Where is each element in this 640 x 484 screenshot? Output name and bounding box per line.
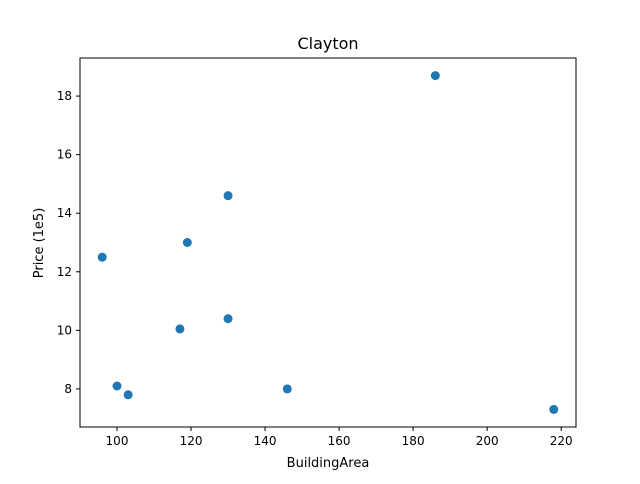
x-tick-label: 200 bbox=[476, 434, 499, 448]
data-point bbox=[112, 381, 122, 391]
y-axis-label: Price (1e5) bbox=[32, 208, 47, 279]
data-point bbox=[223, 191, 233, 201]
data-point bbox=[549, 404, 559, 414]
x-axis-label: BuildingArea bbox=[287, 456, 370, 471]
data-point bbox=[97, 252, 107, 262]
x-axis-ticks: 100 120 140 160 180 200 220 bbox=[106, 427, 573, 448]
data-point bbox=[123, 390, 133, 400]
y-tick-label: 14 bbox=[57, 206, 72, 220]
chart-title: Clayton bbox=[297, 34, 358, 53]
data-point bbox=[182, 238, 192, 247]
data-point bbox=[282, 384, 292, 394]
x-tick-label: 140 bbox=[254, 434, 277, 448]
x-tick-label: 160 bbox=[328, 434, 351, 448]
data-point bbox=[430, 71, 440, 81]
x-tick-label: 180 bbox=[402, 434, 425, 448]
y-tick-label: 8 bbox=[64, 382, 72, 396]
y-tick-label: 12 bbox=[57, 265, 72, 279]
y-tick-label: 10 bbox=[57, 323, 72, 337]
x-tick-label: 100 bbox=[106, 434, 129, 448]
plot-frame bbox=[79, 57, 577, 428]
x-tick-label: 220 bbox=[550, 434, 573, 448]
data-point bbox=[223, 314, 233, 324]
data-point bbox=[175, 324, 185, 334]
y-tick-label: 18 bbox=[57, 89, 72, 103]
x-tick-label: 120 bbox=[180, 434, 203, 448]
y-tick-label: 16 bbox=[57, 148, 72, 162]
data-points bbox=[97, 71, 559, 414]
y-axis-ticks: 8 10 12 14 16 18 bbox=[57, 89, 80, 396]
